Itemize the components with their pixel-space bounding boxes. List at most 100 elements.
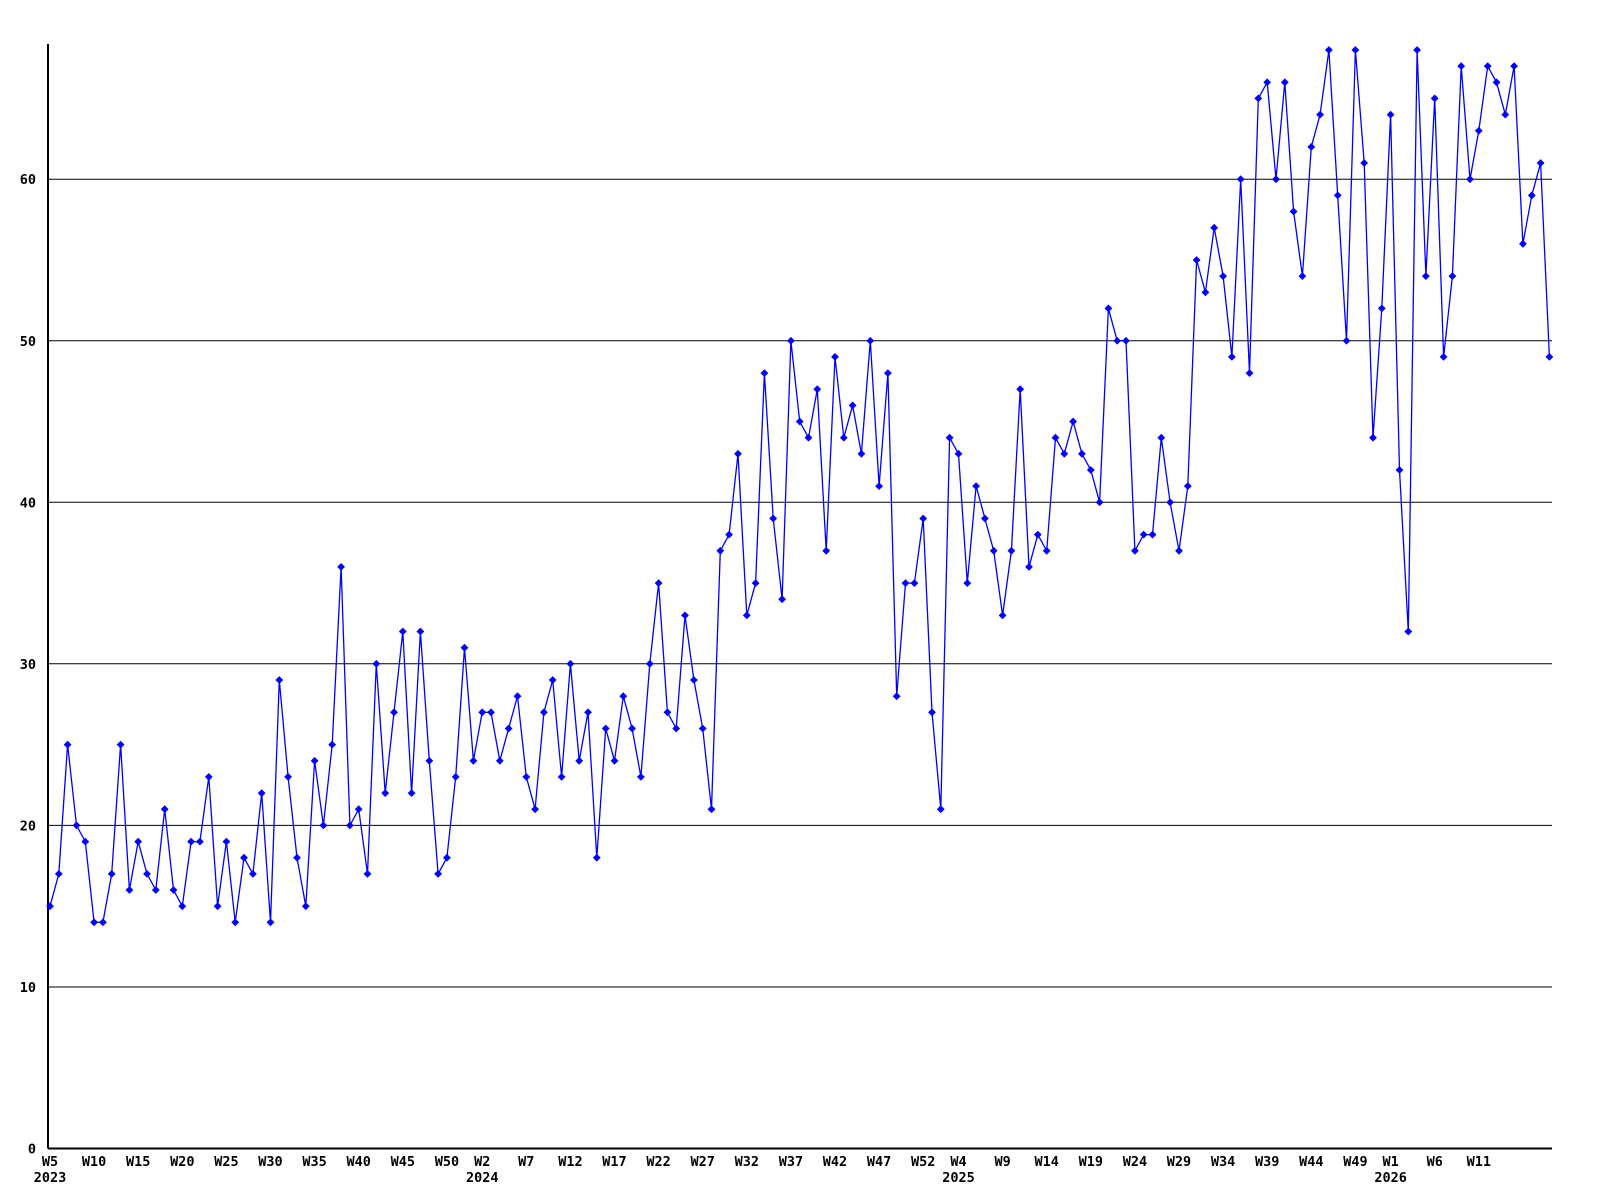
data-point-marker <box>266 918 275 927</box>
data-point-marker <box>504 724 513 733</box>
data-point-marker <box>557 772 566 781</box>
x-tick-label-W4: W4 <box>950 1154 966 1170</box>
data-point-marker <box>1457 62 1466 71</box>
x-tick-label-W30: W30 <box>258 1154 282 1170</box>
data-point-marker <box>240 853 248 862</box>
data-point-marker <box>345 821 354 830</box>
x-tick-label-W39: W39 <box>1255 1154 1279 1170</box>
data-point-marker <box>442 853 451 862</box>
data-point-marker <box>822 546 831 555</box>
data-point-marker <box>213 902 222 911</box>
data-point-marker <box>910 579 919 588</box>
x-tick-label-W52: W52 <box>911 1154 935 1170</box>
data-point-marker <box>1007 546 1016 555</box>
x-tick-label-W22: W22 <box>646 1154 670 1170</box>
data-point-marker <box>1377 304 1386 313</box>
data-point-marker <box>178 902 187 911</box>
x-tick-label-W19: W19 <box>1079 1154 1103 1170</box>
data-point-marker <box>575 756 584 765</box>
data-point-marker <box>72 821 81 830</box>
data-point-marker <box>1342 336 1351 345</box>
data-point-marker <box>654 579 663 588</box>
data-point-marker <box>539 708 548 717</box>
data-point-marker <box>1483 62 1492 71</box>
data-point-marker <box>187 837 196 846</box>
data-point-marker <box>1166 498 1175 507</box>
data-point-marker <box>592 853 601 862</box>
x-year-label-2025: 2025 <box>942 1170 975 1186</box>
data-line <box>49 49 1551 923</box>
data-point-marker <box>469 756 478 765</box>
data-point-marker <box>1139 530 1148 539</box>
data-point-marker <box>1113 336 1122 345</box>
data-point-marker <box>195 837 204 846</box>
data-point-marker <box>1351 46 1360 54</box>
data-point-marker <box>734 449 742 458</box>
data-point-marker <box>839 433 848 442</box>
data-point-marker <box>1298 272 1307 281</box>
data-point-marker <box>98 918 107 927</box>
data-point-marker <box>398 627 407 636</box>
x-tick-label-W5: W5 <box>42 1154 58 1170</box>
x-tick-label-W6: W6 <box>1427 1154 1443 1170</box>
data-point-marker <box>1060 449 1069 458</box>
data-point-marker <box>548 676 557 684</box>
data-point-marker <box>372 659 381 668</box>
data-point-marker <box>1201 288 1210 297</box>
data-point-marker <box>478 708 487 717</box>
data-point-marker <box>1280 78 1289 87</box>
data-point-marker <box>1254 94 1263 103</box>
data-point-marker <box>231 918 240 927</box>
data-point-marker <box>725 530 734 539</box>
data-point-marker <box>804 433 813 442</box>
data-point-marker <box>1130 546 1139 555</box>
data-point-marker <box>1104 304 1113 313</box>
y-tick-label-10: 10 <box>20 980 36 996</box>
data-point-marker <box>301 902 310 911</box>
x-tick-label-W44: W44 <box>1299 1154 1323 1170</box>
data-point-marker <box>1183 482 1192 491</box>
data-point-marker <box>619 692 628 701</box>
data-point-marker <box>866 336 875 345</box>
data-point-marker <box>46 902 54 911</box>
data-point-marker <box>760 369 769 378</box>
x-tick-label-W14: W14 <box>1035 1154 1059 1170</box>
data-point-marker <box>319 821 328 830</box>
data-point-marker <box>160 805 169 814</box>
data-point-marker <box>919 514 928 523</box>
data-point-marker <box>1316 110 1325 119</box>
data-point-marker <box>566 659 575 668</box>
data-point-marker <box>1545 352 1554 361</box>
x-tick-label-W25: W25 <box>214 1154 238 1170</box>
data-point-marker <box>1430 94 1439 103</box>
x-tick-label-W12: W12 <box>558 1154 582 1170</box>
data-point-marker <box>451 772 460 781</box>
data-point-marker <box>1324 46 1333 54</box>
data-point-marker <box>116 740 125 749</box>
data-point-marker <box>786 336 795 345</box>
data-point-marker <box>769 514 778 523</box>
data-point-marker <box>963 579 972 588</box>
x-tick-label-W1: W1 <box>1382 1154 1398 1170</box>
x-tick-label-W49: W49 <box>1343 1154 1367 1170</box>
data-point-marker <box>892 692 901 701</box>
data-point-marker <box>125 886 134 894</box>
y-tick-label-50: 50 <box>20 334 36 350</box>
data-point-marker <box>1395 466 1404 474</box>
data-point-marker <box>716 546 725 555</box>
x-tick-label-W40: W40 <box>347 1154 371 1170</box>
data-point-marker <box>936 805 945 814</box>
data-point-marker <box>1360 159 1369 167</box>
data-point-marker <box>1025 562 1033 571</box>
y-tick-label-60: 60 <box>20 172 36 188</box>
x-tick-label-W24: W24 <box>1123 1154 1147 1170</box>
data-point-marker <box>1148 530 1157 539</box>
data-point-marker <box>416 627 425 636</box>
y-tick-label-20: 20 <box>20 818 36 834</box>
data-point-marker <box>275 676 284 684</box>
data-point-marker <box>495 756 504 765</box>
data-point-marker <box>513 692 522 701</box>
data-point-marker <box>1527 191 1536 200</box>
data-point-marker <box>1289 207 1298 216</box>
